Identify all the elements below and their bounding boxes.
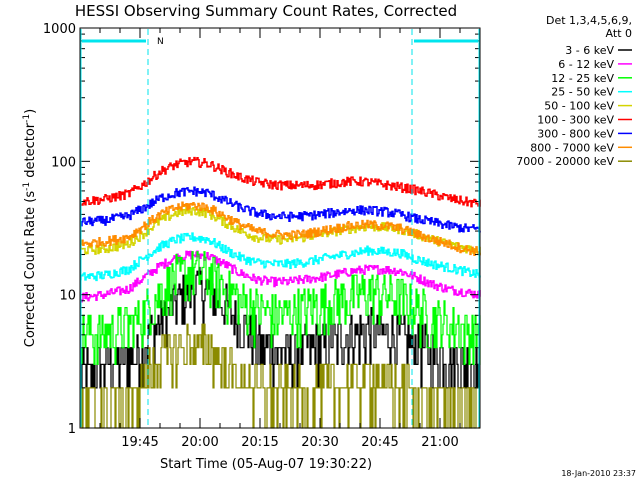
legend-label-6: 100 - 300 keV: [537, 114, 614, 127]
y-axis-label: Corrected Count Rate (s-1 detector-1): [22, 109, 38, 347]
night-band-1: [80, 29, 149, 427]
legend-label-7: 300 - 800 keV: [537, 127, 614, 140]
x-tick-label: 20:45: [361, 435, 398, 450]
legend-label-8: 800 - 7000 keV: [530, 141, 614, 154]
series-line-1: [80, 266, 480, 389]
x-tick-label: 20:15: [241, 435, 278, 450]
series-line-4: [80, 232, 481, 282]
y-tick-label: 1: [68, 422, 76, 437]
series-line-7: [80, 186, 481, 233]
x-tick-label: 19:45: [121, 435, 158, 450]
y-tick-label: 10: [59, 289, 76, 304]
footer-date: 18-Jan-2010 23:37: [561, 469, 636, 478]
series-line-5: [80, 205, 481, 255]
legend-header-line-1: Det 1,3,4,5,6,9,: [546, 14, 632, 27]
night-band-2: [411, 29, 480, 427]
legend-label-2: 6 - 12 keV: [558, 58, 614, 71]
legend-label-1: 3 - 6 keV: [565, 44, 614, 57]
series-line-2: [80, 250, 481, 303]
legend-label-3: 12 - 25 keV: [551, 72, 614, 85]
x-tick-label: 21:00: [421, 435, 458, 450]
series-line-8: [80, 201, 481, 256]
x-axis-label: Start Time (05-Aug-07 19:30:22): [160, 457, 372, 472]
x-tick-label: 20:30: [301, 435, 338, 450]
legend-label-5: 50 - 100 keV: [544, 100, 614, 113]
series-line-9: [80, 323, 480, 429]
legend-header-line-2: Att 0: [606, 27, 632, 40]
x-tick-label: 20:00: [181, 435, 218, 450]
legend-label-4: 25 - 50 keV: [551, 86, 614, 99]
series-line-6: [80, 156, 481, 208]
night-label: N: [157, 37, 164, 47]
legend-label-9: 7000 - 20000 keV: [516, 155, 614, 168]
y-tick-label: 100: [51, 155, 76, 170]
y-tick-label: 1000: [43, 22, 76, 37]
chart-title: HESSI Observing Summary Count Rates, Cor…: [75, 2, 457, 20]
